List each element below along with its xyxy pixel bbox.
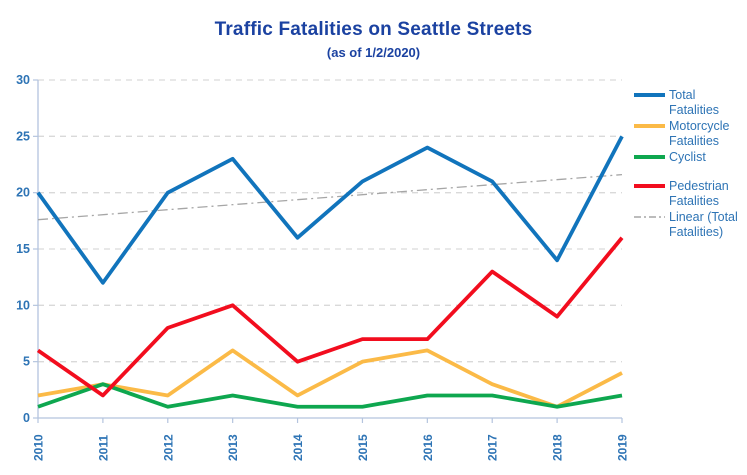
legend-swatch-total-fatalities — [634, 93, 665, 97]
y-tick-label: 20 — [16, 186, 30, 200]
legend-swatch-motorcycle-fatalities — [634, 124, 665, 128]
legend-label-total-fatalities: Total Fatalities — [669, 88, 720, 117]
x-tick-label-2010: 2010 — [32, 434, 46, 461]
y-tick-label: 30 — [16, 73, 30, 87]
x-tick-label-2017: 2017 — [486, 434, 500, 461]
legend: Total Fatalities Motorcycle Fatalities Cyc… — [634, 88, 746, 241]
legend-item-total-fatalities: Total Fatalities — [634, 88, 746, 118]
legend-label-pedestrian-fatalities: Pedestrian Fatalities — [669, 179, 729, 208]
y-tick-label: 5 — [23, 355, 30, 369]
legend-item-pedestrian-fatalities: Pedestrian Fatalities — [634, 179, 746, 209]
x-tick-label-2019: 2019 — [616, 434, 630, 461]
legend-label-cyclist: Cyclist — [669, 150, 706, 164]
trendline-linear-total-fatalities — [37, 173, 623, 221]
x-tick-label-2013: 2013 — [226, 434, 240, 461]
chart-subtitle: (as of 1/2/2020) — [326, 45, 421, 60]
x-tick-label-2011: 2011 — [96, 435, 110, 461]
x-tick-label-2018: 2018 — [551, 434, 565, 461]
x-tick-label-2014: 2014 — [291, 434, 305, 461]
y-tick-label: 0 — [23, 411, 30, 425]
legend-swatch-pedestrian-fatalities — [634, 184, 665, 188]
chart-title: Traffic Fatalities on Seattle Streets — [214, 19, 533, 40]
series-line-cyclist — [37, 382, 623, 409]
series-line-total-fatalities — [36, 135, 624, 285]
x-tick-label-2015: 2015 — [356, 434, 370, 461]
legend-label-linear-total-fatalities: Linear (Total Fatalities) — [669, 210, 738, 239]
series-line-motorcycle-fatalities — [37, 348, 623, 409]
legend-item-linear-total-fatalities: Linear (Total Fatalities) — [634, 210, 746, 240]
legend-swatch-cyclist — [634, 155, 665, 159]
legend-item-cyclist: Cyclist — [634, 150, 746, 165]
x-tick-label-2012: 2012 — [161, 434, 175, 461]
legend-swatch-linear-total-fatalities — [634, 216, 665, 218]
legend-item-motorcycle-fatalities: Motorcycle Fatalities — [634, 119, 746, 149]
y-tick-label: 15 — [16, 242, 30, 256]
legend-label-motorcycle-fatalities: Motorcycle Fatalities — [669, 119, 730, 148]
y-tick-label: 25 — [16, 129, 30, 143]
x-tick-label-2016: 2016 — [421, 434, 435, 461]
y-tick-label: 10 — [16, 298, 30, 312]
series-line-pedestrian-fatalities — [36, 236, 624, 398]
